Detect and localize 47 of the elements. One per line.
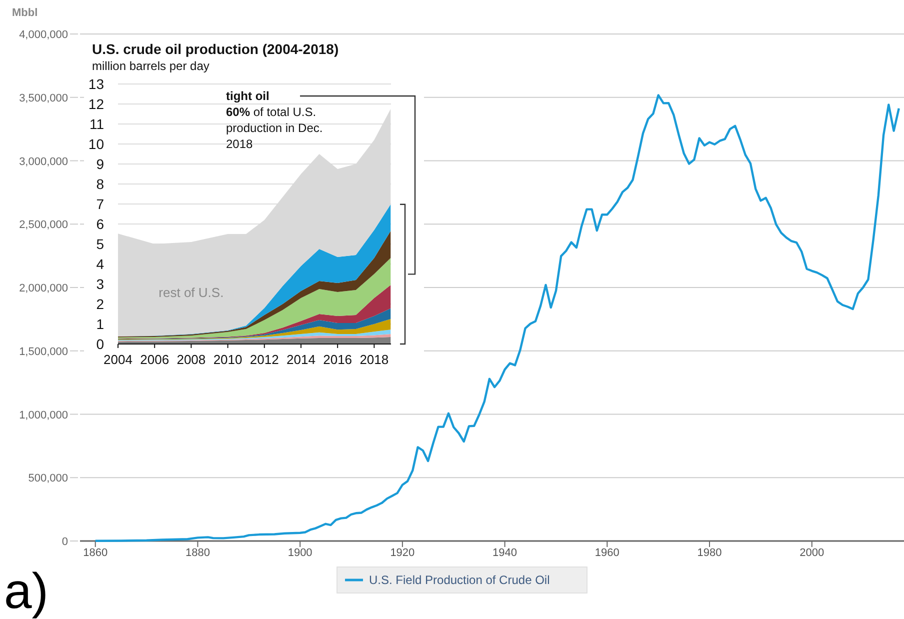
text: a) — [4, 563, 48, 619]
x-tick-label: 1980 — [697, 547, 722, 559]
text: 60% of total U.S. production in Dec. 2018 — [226, 105, 323, 151]
x-tick-label: 2016 — [323, 352, 352, 367]
y-tick-label: 3,500,000 — [19, 92, 68, 104]
x-tick-label: 2000 — [800, 547, 824, 559]
y-tick-label: 2,000,000 — [19, 282, 68, 294]
x-tick-label: 2008 — [176, 352, 206, 367]
x-tick-label: 1940 — [492, 547, 518, 559]
y-tick-label: 2 — [96, 296, 104, 312]
x-tick-label: 1880 — [185, 547, 210, 559]
y-tick-label: 5 — [96, 236, 104, 252]
y-tick-label: 11 — [89, 116, 104, 132]
y-tick-label: 1,500,000 — [19, 346, 68, 358]
y-tick-label: 6 — [96, 216, 104, 232]
x-tick-label: 2012 — [250, 352, 279, 367]
y-tick-label: 1 — [96, 316, 104, 332]
chart-subtitle: million barrels per day — [92, 59, 210, 73]
series-label: rest of U.S. — [158, 285, 224, 300]
y-tick-label: 4,000,000 — [19, 29, 68, 41]
annotation: tight oil — [226, 89, 270, 103]
y-tick-label: 3 — [96, 276, 104, 292]
legend-label: U.S. Field Production of Crude Oil — [369, 573, 550, 587]
y-tick-label: 7 — [96, 196, 104, 212]
x-tick-label: 2018 — [360, 352, 389, 367]
x-tick-label: 1860 — [83, 547, 108, 559]
y-tick-label: 9 — [96, 156, 104, 172]
x-tick-label: 2014 — [286, 352, 316, 367]
x-tick-label: 1960 — [594, 547, 620, 559]
y-tick-label: 500,000 — [28, 472, 68, 485]
x-tick-label: 2004 — [104, 352, 132, 367]
x-tick-label: 2006 — [140, 352, 170, 367]
y-tick-label: 4 — [96, 256, 104, 272]
x-tick-label: 1900 — [288, 547, 312, 559]
y-tick-label: 0 — [96, 336, 104, 352]
x-tick-label: 2010 — [213, 352, 242, 367]
y-tick-label: 1,000,000 — [19, 409, 68, 422]
y-tick-label: 2,500,000 — [19, 219, 68, 232]
y-axis-title: Mbbl — [12, 7, 38, 19]
y-tick-label: 12 — [88, 96, 104, 112]
y-tick-label: 10 — [88, 136, 104, 152]
y-tick-label: 3,000,000 — [19, 156, 68, 168]
x-tick-label: 1920 — [390, 547, 415, 559]
chart-title: U.S. crude oil production (2004-2018) — [92, 41, 339, 57]
y-tick-label: 8 — [96, 176, 104, 192]
y-tick-label: 0 — [62, 536, 68, 548]
y-tick-label: 13 — [88, 76, 104, 92]
